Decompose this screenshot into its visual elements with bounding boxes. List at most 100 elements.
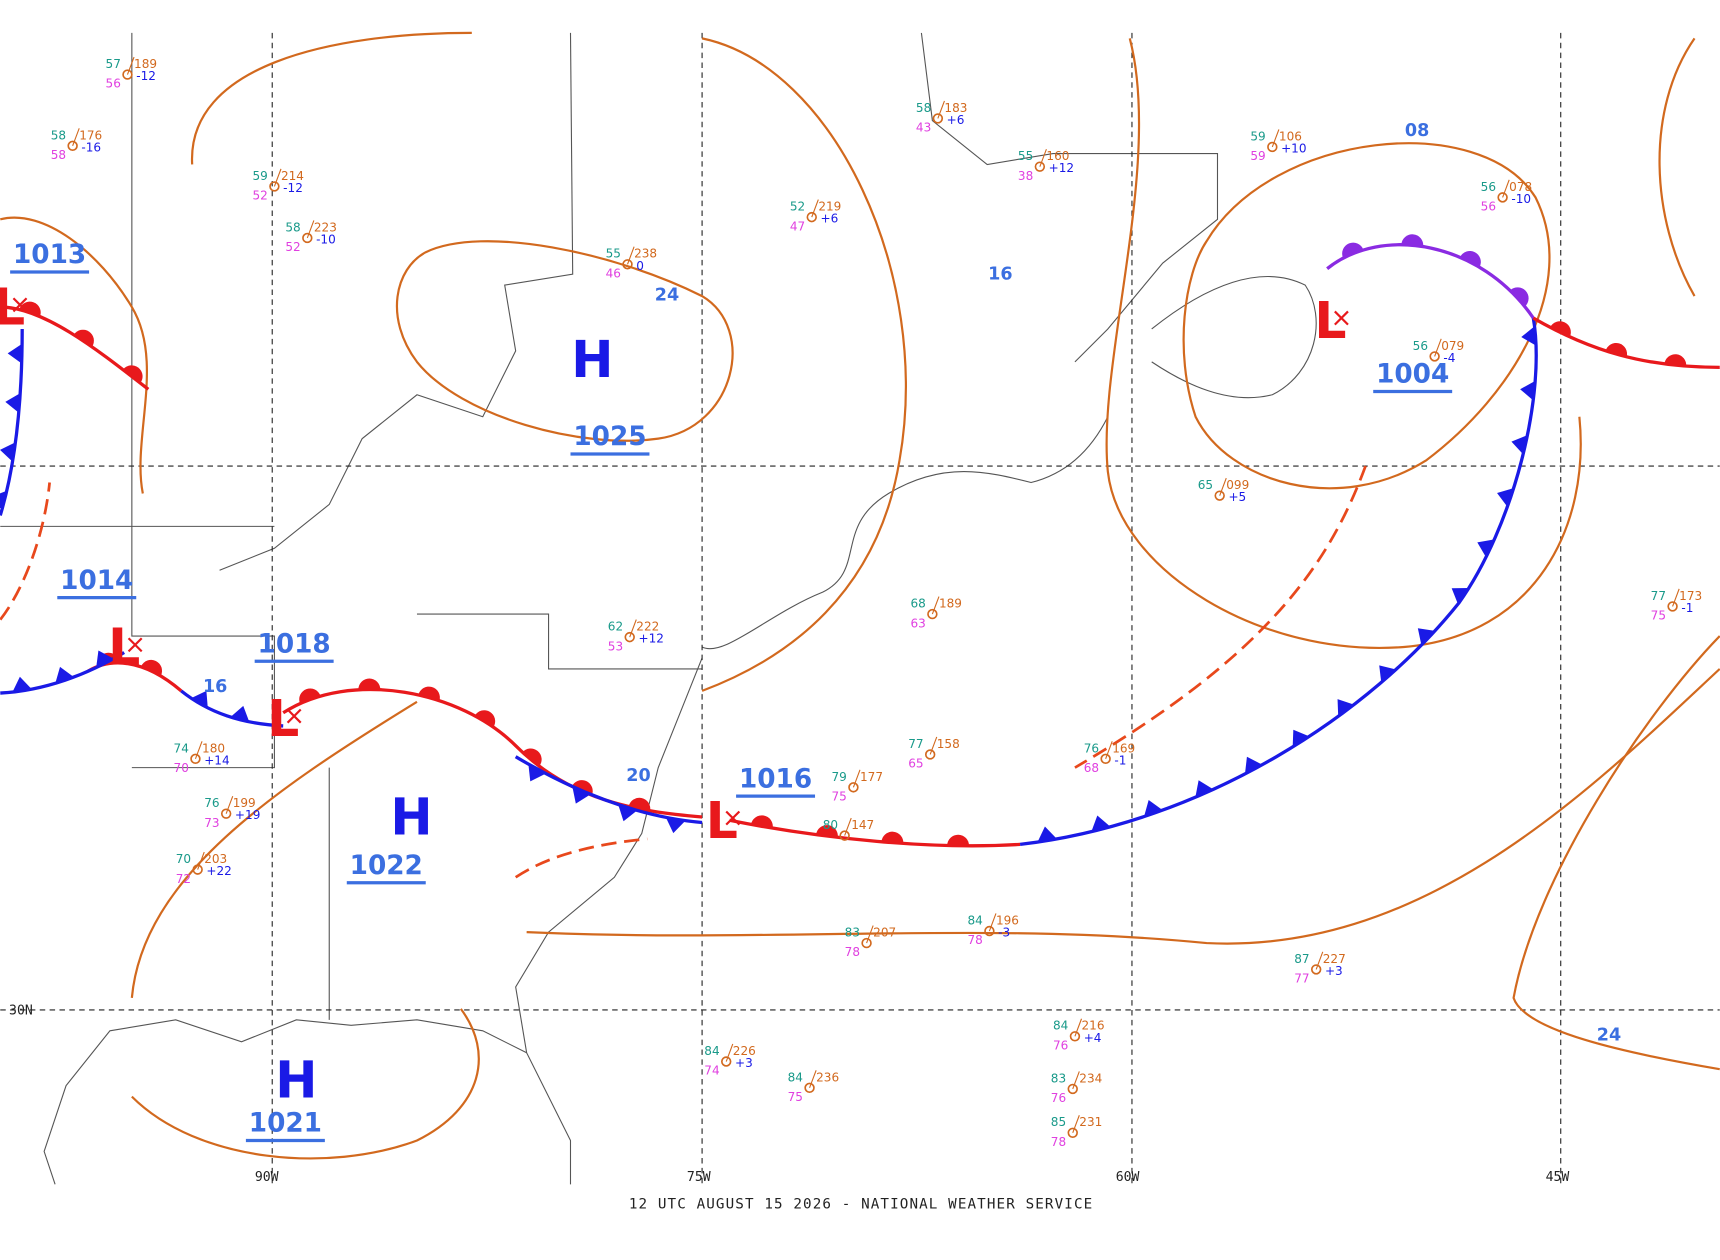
fronts (0, 234, 1720, 848)
warm-front-bump (299, 688, 321, 704)
wind-barb (1271, 129, 1280, 148)
station-pressure-change: +3 (735, 1056, 753, 1070)
isobar (131, 1008, 480, 1160)
cold-front-barb (665, 817, 686, 834)
station-dewpoint: 76 (1053, 1038, 1068, 1052)
cold-front-barb (1417, 628, 1435, 646)
station-dewpoint: 43 (916, 121, 931, 135)
station-pressure: 158 (937, 737, 960, 751)
station-temperature: 52 (790, 200, 805, 214)
station-pressure: 183 (944, 101, 967, 115)
station-circle (861, 937, 872, 949)
coastline (1151, 276, 1317, 399)
station-pressure-change: +4 (1084, 1031, 1102, 1045)
station-temperature: 83 (1051, 1071, 1066, 1085)
coastline (701, 416, 1109, 650)
station-circle (984, 925, 995, 937)
isobar (1182, 142, 1551, 490)
station-temperature: 84 (1053, 1019, 1068, 1033)
coastline (920, 32, 1219, 363)
station-temperature: 77 (1651, 589, 1666, 603)
station-circle (622, 259, 633, 270)
station-dewpoint: 56 (1481, 200, 1496, 214)
warm-front-bump (1510, 287, 1529, 307)
station-pressure-change: +19 (235, 808, 260, 822)
cold-front-barb (528, 764, 546, 782)
cold-front-barb (55, 666, 74, 684)
station-pressure: 177 (860, 770, 883, 784)
station-circle (624, 631, 635, 643)
isobar (701, 37, 907, 692)
station-temperature: 76 (204, 796, 219, 810)
longitude-label: 45W (1546, 1170, 1570, 1185)
isobar-label: 24 (655, 285, 679, 305)
isobar (0, 216, 148, 494)
low-marker (1334, 310, 1349, 326)
station-circle (1310, 964, 1322, 975)
low-marker (12, 297, 28, 313)
station-temperature: 59 (252, 169, 267, 183)
base-layer (0, 32, 1317, 1185)
wind-barb (1672, 588, 1680, 607)
station-dewpoint: 70 (174, 761, 189, 775)
station-temperature: 68 (910, 597, 925, 611)
cold-front-barb (5, 393, 21, 413)
station-circle (1067, 1127, 1078, 1139)
station-temperature: 84 (704, 1044, 719, 1058)
station-pressure-change: +10 (1281, 141, 1306, 155)
station-temperature: 83 (845, 926, 860, 940)
pressure-center-value: 1004 (1376, 360, 1449, 390)
station-circle (848, 782, 859, 793)
wind-barb (273, 168, 282, 187)
front (1019, 317, 1538, 847)
station-temperature: 84 (967, 913, 982, 927)
station-pressure: 079 (1441, 339, 1464, 353)
cold-front-barb (1144, 799, 1163, 817)
cold-front-barb (572, 786, 591, 804)
station-pressure-change: +5 (1228, 490, 1246, 504)
station-circle (1100, 753, 1111, 765)
station-temperature: 65 (1198, 478, 1213, 492)
warm-front-bump (816, 825, 838, 838)
station-circle (192, 864, 203, 875)
cold-front-barb (190, 690, 208, 709)
isobar (526, 668, 1720, 945)
warm-front-bump (1664, 354, 1687, 367)
cold-front-barb (1497, 488, 1514, 507)
cold-front-barb (96, 650, 114, 668)
border (0, 32, 703, 1020)
station-dewpoint: 78 (967, 933, 982, 947)
wind-barb (809, 1070, 817, 1089)
cold-front-barb (7, 343, 23, 364)
warm-front-bump (881, 831, 904, 844)
pressure-center-value: 1013 (13, 240, 86, 270)
isobar (395, 240, 734, 442)
isobar-label: 16 (988, 265, 1012, 285)
trough (0, 482, 51, 621)
station-dewpoint: 73 (204, 816, 219, 830)
station-circle (1497, 192, 1508, 203)
station-pressure-change: -3 (998, 926, 1010, 940)
station-circle (721, 1056, 732, 1067)
longitude-label: 90W (255, 1170, 279, 1185)
wind-barb (811, 199, 819, 218)
wind-barb (931, 596, 940, 615)
station-pressure-change: +14 (204, 753, 229, 767)
station-pressure: 106 (1279, 129, 1302, 143)
station-temperature: 57 (106, 57, 121, 71)
station-pressure: 219 (818, 200, 841, 214)
pressure-center-value: 1025 (573, 422, 646, 452)
coastline (43, 1019, 527, 1185)
wind-barb (725, 1043, 734, 1062)
station-pressure-change: +6 (947, 113, 965, 127)
station-pressure-change: -12 (136, 69, 156, 83)
wind-barb (1219, 477, 1227, 496)
footer: 12 UTC AUGUST 15 2026 - NATIONAL WEATHER… (629, 1196, 1093, 1212)
station-temperature: 77 (908, 737, 923, 751)
station-circle (1267, 141, 1278, 153)
pressure-center-value: 1016 (739, 764, 812, 794)
graticule (0, 32, 1720, 1185)
cold-front-barb (1451, 587, 1470, 605)
isobar (191, 31, 472, 165)
